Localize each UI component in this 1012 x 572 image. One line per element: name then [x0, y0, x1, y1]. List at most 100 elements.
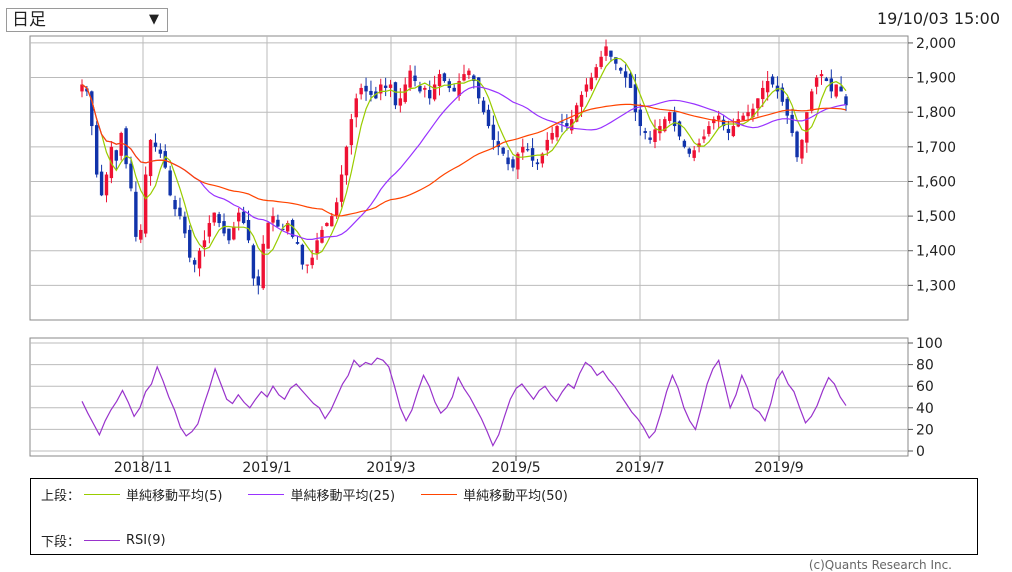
candle-body — [702, 136, 706, 140]
candle-body — [183, 216, 187, 234]
candle-body — [330, 216, 334, 227]
candle-body — [746, 112, 750, 117]
candle-body — [364, 85, 368, 92]
candle-body — [276, 219, 280, 227]
candle-body — [237, 212, 241, 222]
candle-body — [501, 147, 505, 154]
candle-body — [516, 153, 520, 170]
rsi-tick-label: 60 — [916, 379, 934, 395]
candle-body — [266, 223, 270, 249]
period-select[interactable]: 日足 ▼ — [6, 8, 168, 32]
timestamp: 19/10/03 15:00 — [876, 9, 1000, 28]
candle-body — [334, 202, 339, 216]
candle-body — [212, 212, 216, 223]
chevron-down-icon: ▼ — [149, 12, 159, 27]
candle-body — [555, 126, 559, 138]
price-tick-label: 1,900 — [916, 71, 956, 87]
candle-body — [285, 223, 290, 232]
price-tick-label: 1,400 — [916, 244, 956, 260]
candle-body — [320, 229, 324, 243]
candle-body — [476, 77, 481, 99]
copyright-credit: (c)Quants Research Inc. — [808, 558, 952, 572]
candle-body — [677, 121, 682, 137]
candle-body — [379, 84, 383, 94]
rsi-tick-label: 40 — [916, 401, 934, 417]
candle-body — [805, 112, 809, 143]
candle-body — [452, 87, 456, 92]
candle-body — [481, 100, 486, 113]
candle-body — [94, 125, 99, 175]
candle-body — [511, 159, 515, 168]
price-tick-label: 1,300 — [916, 278, 956, 294]
candle-body — [188, 229, 192, 258]
candle-body — [192, 260, 197, 265]
candle-body — [697, 143, 701, 147]
candle-body — [295, 242, 300, 244]
candle-body — [325, 223, 329, 226]
candle-body — [486, 109, 491, 127]
candle-body — [310, 257, 314, 266]
legend-label-sma5: 単純移動平均(5) — [126, 489, 223, 504]
candle-body — [124, 128, 128, 165]
candle-body — [207, 223, 212, 237]
candle-body — [354, 98, 358, 118]
sma-line-25 — [81, 84, 847, 240]
candle-body — [241, 211, 246, 224]
candle-body — [770, 76, 775, 85]
candle-body — [99, 171, 104, 196]
candle-body — [369, 90, 373, 95]
price-tick-label: 1,700 — [916, 140, 956, 156]
candle-body — [726, 128, 731, 133]
candle-body — [153, 142, 158, 147]
candle-body — [491, 124, 496, 140]
candle-body — [721, 119, 726, 127]
candle-body — [442, 73, 447, 82]
period-select-value: 日足 — [12, 10, 46, 30]
legend-swatch-sma5 — [84, 494, 121, 495]
rsi-tick-label: 20 — [916, 422, 934, 438]
legend-lower-label: 下段： — [41, 535, 81, 550]
candle-body — [687, 148, 691, 154]
candle-body — [344, 146, 349, 176]
candle-body — [80, 84, 84, 92]
candle-body — [672, 112, 677, 127]
candle-body — [589, 77, 594, 90]
legend-label-sma50: 単純移動平均(50) — [463, 489, 568, 504]
candle-body — [305, 264, 309, 266]
sma-line-5 — [81, 57, 847, 255]
legend-upper-row: 上段： 単純移動平均(5) 単純移動平均(25) 単純移動平均(50) — [41, 485, 590, 504]
candle-body — [349, 119, 354, 146]
candle-body — [716, 115, 721, 120]
candle-body — [525, 149, 530, 151]
legend-label-rsi: RSI(9) — [126, 533, 166, 548]
candle-body — [795, 131, 799, 158]
candle-body — [393, 82, 398, 106]
legend-swatch-rsi — [84, 540, 121, 541]
candle-body — [178, 207, 182, 217]
candle-body — [530, 148, 535, 161]
candle-body — [428, 89, 432, 99]
candle-body — [545, 139, 549, 151]
candle-body — [785, 98, 789, 116]
candle-body — [173, 200, 177, 210]
legend-lower-row: 下段： RSI(9) — [41, 531, 188, 550]
price-tick-label: 1,800 — [916, 105, 956, 121]
candle-body — [227, 228, 231, 241]
legend-upper-label: 上段： — [41, 489, 81, 504]
candle-body — [472, 75, 476, 82]
candle-body — [232, 226, 236, 240]
candle-body — [790, 114, 794, 133]
candle-body — [521, 146, 525, 153]
candle-body — [256, 276, 261, 286]
candle-body — [648, 137, 652, 140]
candle-body — [712, 119, 716, 124]
candle-body — [707, 126, 711, 134]
x-tick-label: 2019/9 — [754, 460, 803, 476]
candle-body — [261, 243, 265, 289]
x-tick-label: 2018/11 — [114, 460, 172, 476]
candle-body — [143, 174, 148, 234]
candle-body — [403, 84, 407, 102]
legend-item-sma5: 単純移動平均(5) — [80, 485, 222, 504]
candle-body — [609, 50, 613, 57]
x-tick-label: 2019/1 — [242, 460, 291, 476]
